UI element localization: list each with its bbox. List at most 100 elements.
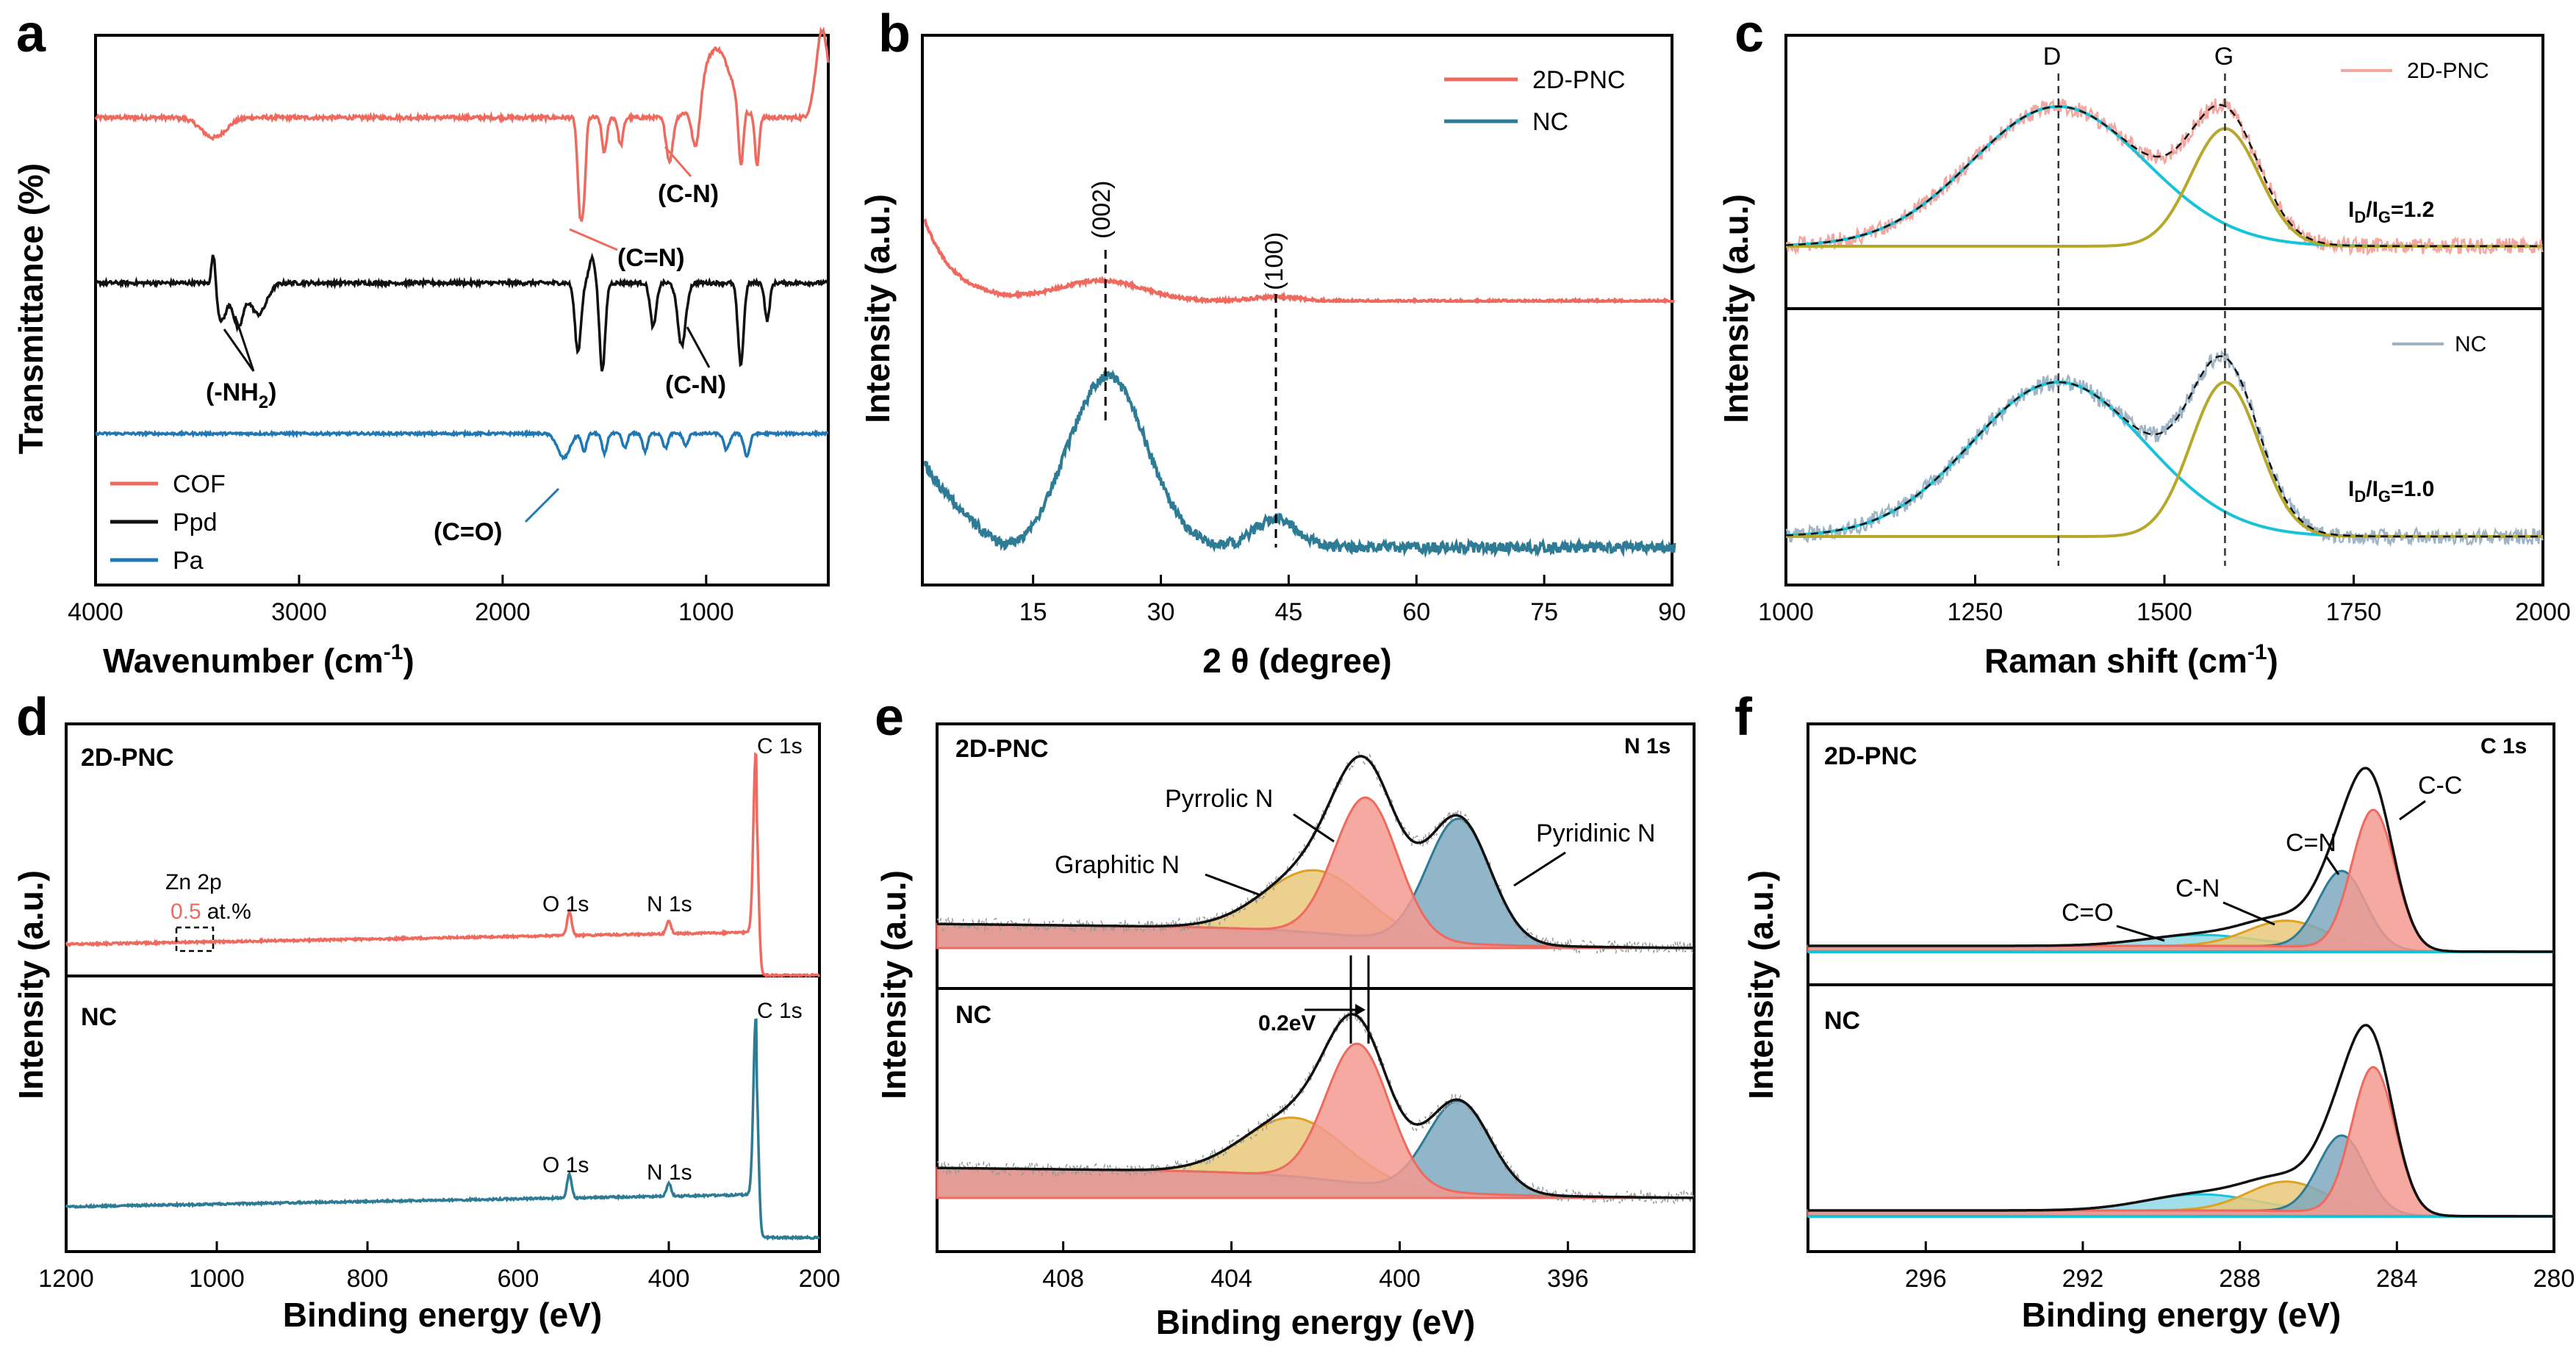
series-group-c	[1785, 73, 2544, 566]
xtick-label: 400	[648, 1265, 690, 1293]
fit-envelope-2dpnc	[1808, 767, 2554, 953]
xlabel-a: Wavenumber (cm-1)	[103, 640, 415, 680]
xticks-a: 4000 3000 2000 1000	[68, 575, 734, 626]
component-label-cdn: C=N	[2286, 829, 2336, 857]
arrow-pyrrolic	[1293, 813, 1335, 843]
arrow-cdn	[2325, 855, 2340, 875]
panel-c: c 1000 1250 1500 1750 2000 Raman shift (cm-1…	[1717, 4, 2571, 680]
annotation-nh2: (-NH2)	[206, 378, 276, 412]
xlabel-f: Binding energy (eV)	[2022, 1296, 2341, 1334]
panel-f: f 296 292 288 284 280 Binding energy (eV) In…	[1734, 688, 2575, 1334]
legend-label-2dpnc-b: 2D-PNC	[1532, 66, 1626, 94]
xtick-label: 1000	[1758, 598, 1814, 626]
series-group-d	[65, 751, 821, 1241]
legend-label-pa: Pa	[173, 547, 204, 575]
panel-letter-a: a	[16, 4, 46, 63]
xtick-label: 1500	[2136, 598, 2192, 626]
xlabel-c: Raman shift (cm-1)	[1984, 640, 2278, 680]
region-label-e: N 1s	[1624, 734, 1671, 758]
annotation-cn-double-cof: (C=N)	[617, 244, 685, 272]
xtick-label: 600	[498, 1265, 539, 1293]
xtick-label: 30	[1147, 598, 1175, 626]
xlabel-b: 2 θ (degree)	[1202, 642, 1392, 680]
peak-label-o1s-bottom: O 1s	[542, 1153, 589, 1177]
arrow-co-pa	[524, 487, 560, 523]
sample-label-nc-f: NC	[1824, 1007, 1860, 1035]
xtick-label: 292	[2062, 1265, 2104, 1293]
xtick-label: 408	[1042, 1265, 1084, 1293]
xtick-label: 400	[1379, 1265, 1421, 1293]
sample-label-2dpnc-d: 2D-PNC	[81, 744, 174, 772]
ylabel-e: Intensity (a.u.)	[875, 870, 913, 1099]
zn-content: 0.5 at.%	[171, 900, 251, 924]
xtick-label: 2000	[475, 598, 531, 626]
series-group-a	[94, 26, 830, 462]
xticks-b: 15 30 45 60 75 90	[1019, 575, 1686, 626]
xtick-label: 3000	[271, 598, 327, 626]
xticks-c: 1000 1250 1500 1750 2000	[1758, 575, 2571, 626]
xtick-label: 60	[1402, 598, 1430, 626]
xtick-label: 200	[799, 1265, 841, 1293]
xtick-label: 2000	[2515, 598, 2571, 626]
series-line-cof	[94, 26, 830, 222]
sample-label-2dpnc-e: 2D-PNC	[955, 735, 1049, 763]
fit-envelope-nc	[937, 1013, 1695, 1199]
legend-label-ppd: Ppd	[173, 509, 218, 536]
annotation-cn-ppd: (C-N)	[665, 371, 726, 399]
component-label-pyridinic: Pyridinic N	[1536, 819, 1655, 847]
sample-label-nc-d: NC	[81, 1003, 117, 1031]
panel-letter-b: b	[878, 4, 911, 63]
legend-label-nc-c: NC	[2455, 332, 2486, 356]
peak-label-c1s-bottom: C 1s	[757, 999, 803, 1023]
band-label-g: G	[2214, 43, 2234, 71]
shift-label: 0.2eV	[1258, 1011, 1316, 1036]
peak-label-002: (002)	[1088, 181, 1116, 239]
xtick-label: 800	[347, 1265, 389, 1293]
series-line-pa	[95, 428, 829, 462]
ylabel-d: Intensity (a.u.)	[12, 870, 50, 1099]
arrow-cc	[2399, 800, 2426, 821]
peak-label-100: (100)	[1260, 232, 1288, 290]
xtick-label: 284	[2376, 1265, 2418, 1293]
xticks-f: 296 292 288 284 280	[1905, 1241, 2575, 1293]
xlabel-d: Binding energy (eV)	[283, 1296, 602, 1334]
peak-label-c1s-top: C 1s	[757, 734, 803, 758]
ratio-nc: ID/IG=1.0	[2348, 477, 2434, 506]
xticks-d: 1200 1000 800 600 400 200	[38, 1241, 840, 1293]
peak-label-n1s-bottom: N 1s	[647, 1160, 692, 1185]
component-label-cn: C-N	[2175, 875, 2220, 902]
series-group-e	[936, 750, 1695, 1205]
series-group-b	[923, 218, 1676, 559]
xtick-label: 288	[2219, 1265, 2261, 1293]
sample-label-2dpnc-f: 2D-PNC	[1824, 742, 1917, 770]
annotation-co-pa: (C=O)	[434, 518, 503, 546]
arrow-nh2-2	[223, 329, 255, 372]
ratio-2dpnc: ID/IG=1.2	[2348, 198, 2434, 226]
xtick-label: 1000	[678, 598, 734, 626]
series-line-2dpnc	[923, 218, 1675, 305]
plot-frame-f	[1807, 722, 2555, 1253]
xtick-label: 1200	[38, 1265, 94, 1293]
panel-letter-f: f	[1734, 688, 1753, 747]
fit-envelope-nc	[1808, 1024, 2554, 1218]
raw-spectrum-2dpnc	[1785, 98, 2544, 256]
fit-envelope-nc	[1786, 355, 2543, 538]
series-group-f	[1807, 767, 2554, 1218]
peak-label-zn2p: Zn 2p	[165, 870, 222, 894]
region-label-f: C 1s	[2480, 734, 2527, 758]
ylabel-b: Intensity (a.u.)	[858, 194, 897, 423]
peak-label-o1s-top: O 1s	[542, 892, 589, 916]
component-label-pyrrolic: Pyrrolic N	[1165, 785, 1273, 813]
legend-label-nc-b: NC	[1532, 108, 1568, 136]
fit-envelope-2dpnc	[937, 755, 1694, 950]
panel-a: a 4000 3000 2000 1000 Wavenumber (cm-1) Tra…	[12, 4, 830, 680]
plot-frame-a	[94, 34, 830, 586]
fit-envelope-2dpnc	[1785, 104, 2543, 248]
panel-letter-c: c	[1734, 4, 1764, 63]
arrow-graphitic	[1205, 873, 1261, 897]
plot-frame-d	[65, 722, 821, 1253]
component-label-co: C=O	[2062, 899, 2114, 927]
ylabel-a: Transmittance (%)	[12, 163, 50, 454]
peak-label-n1s-top: N 1s	[647, 892, 692, 916]
